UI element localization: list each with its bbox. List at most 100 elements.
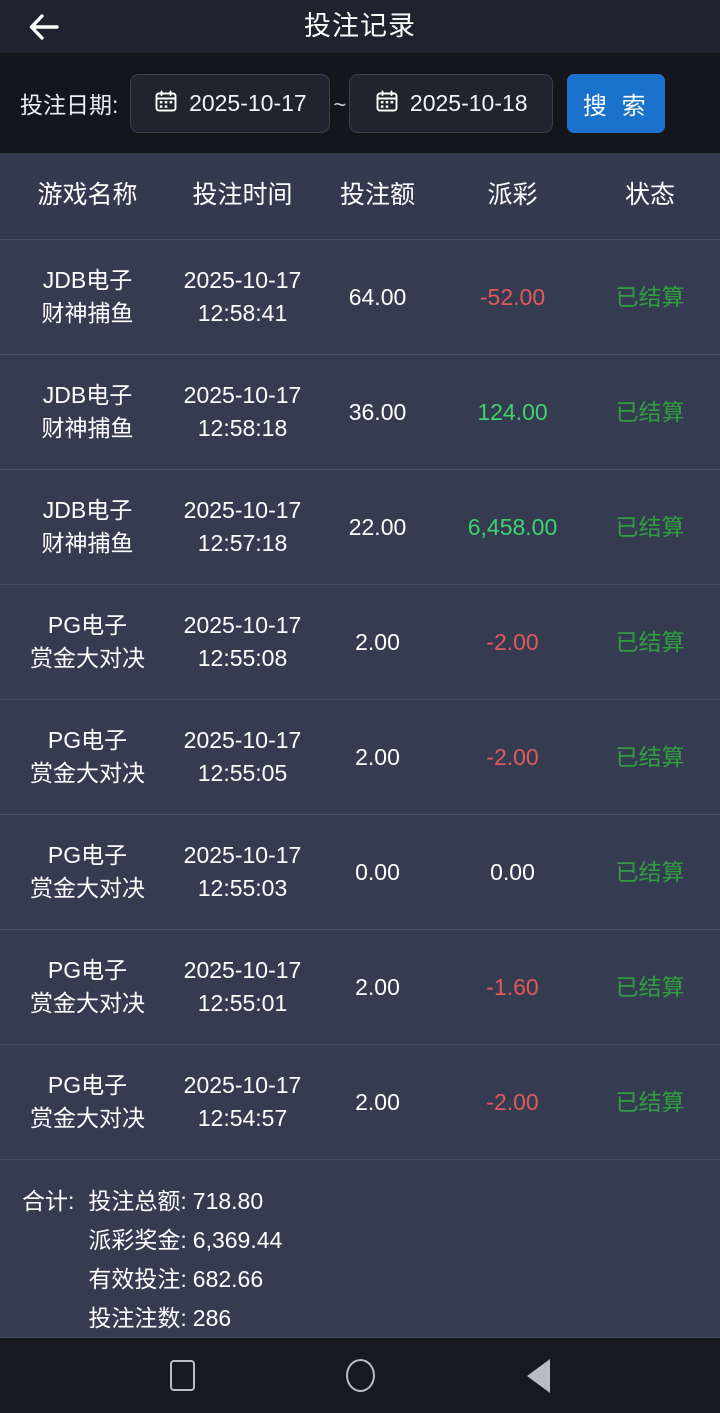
column-header-payout: 派彩	[487, 181, 538, 210]
cell-time-line-1: 2025-10-17	[183, 497, 302, 524]
page-title: 投注记录	[304, 11, 416, 41]
summary-item: 派彩奖金: 6,369.44	[88, 1221, 282, 1260]
table-row[interactable]: JDB电子 财神捕鱼 2025-10-17 12:58:41 64.00 -52.00 已结…	[0, 240, 720, 355]
cell-status-line-1: 已结算	[615, 973, 685, 1000]
cell-payout-line-1: -52.00	[479, 283, 546, 310]
cell-payout: -52.00	[445, 281, 580, 314]
date-filter-label: 投注日期:	[20, 92, 119, 118]
cell-time: 2025-10-17 12:55:05	[175, 724, 310, 789]
home-button[interactable]	[330, 1346, 390, 1406]
cell-status-line-1: 已结算	[615, 398, 685, 425]
table-row[interactable]: PG电子 赏金大对决 2025-10-17 12:55:05 2.00 -2.00 已结算	[0, 700, 720, 815]
cell-payout-line-1: -2.00	[486, 1088, 539, 1115]
cell-game-line-2: 赏金大对决	[30, 1105, 145, 1131]
table-row[interactable]: PG电子 赏金大对决 2025-10-17 12:55:01 2.00 -1.60 已结算	[0, 930, 720, 1045]
cell-time-line-2: 12:55:01	[197, 990, 288, 1016]
table-header-row: 游戏名称 投注时间 投注额 派彩 状态	[0, 153, 720, 240]
cell-time: 2025-10-17 12:55:03	[175, 839, 310, 904]
cell-time-line-1: 2025-10-17	[183, 267, 302, 294]
cell-game-line-2: 赏金大对决	[30, 990, 145, 1016]
cell-payout-line-1: 0.00	[490, 858, 535, 885]
cell-time: 2025-10-17 12:57:18	[175, 494, 310, 559]
summary-item-label: 有效投注:	[88, 1266, 187, 1292]
cell-status-line-1: 已结算	[615, 858, 685, 885]
cell-time-line-2: 12:58:18	[197, 415, 288, 441]
cell-status: 已结算	[580, 281, 720, 314]
back-button[interactable]	[16, 0, 74, 53]
records-table: 游戏名称 投注时间 投注额 派彩 状态 JDB电子 财神捕鱼 2025-10-17 1…	[0, 153, 720, 1337]
calendar-icon	[154, 89, 178, 118]
cell-game-line-1: PG电子	[47, 957, 128, 984]
cell-payout-line-1: -2.00	[486, 743, 539, 770]
recents-button[interactable]	[152, 1346, 212, 1406]
calendar-icon	[375, 89, 399, 118]
cell-status: 已结算	[580, 971, 720, 1004]
cell-time-line-2: 12:58:41	[197, 300, 288, 326]
cell-game-line-1: JDB电子	[42, 497, 133, 524]
cell-payout: -2.00	[445, 1086, 580, 1119]
table-row[interactable]: JDB电子 财神捕鱼 2025-10-17 12:58:18 36.00 124.00 已结…	[0, 355, 720, 470]
cell-game-line-2: 赏金大对决	[30, 875, 145, 901]
cell-game: PG电子 赏金大对决	[0, 724, 175, 789]
table-row[interactable]: PG电子 赏金大对决 2025-10-17 12:55:03 0.00 0.00 已结算	[0, 815, 720, 930]
cell-amount-line-1: 2.00	[355, 973, 400, 1000]
cell-game-line-2: 财神捕鱼	[41, 415, 134, 441]
android-navigation-bar	[0, 1337, 720, 1413]
cell-status: 已结算	[580, 741, 720, 774]
cell-amount-line-1: 2.00	[355, 628, 400, 655]
cell-payout: -2.00	[445, 741, 580, 774]
cell-payout: -1.60	[445, 971, 580, 1004]
summary-title: 合计:	[22, 1188, 75, 1214]
cell-time-line-2: 12:55:05	[197, 760, 288, 786]
cell-game-line-1: PG电子	[47, 1072, 128, 1099]
cell-game-line-1: JDB电子	[42, 382, 133, 409]
cell-time: 2025-10-17 12:58:18	[175, 379, 310, 444]
cell-status: 已结算	[580, 396, 720, 429]
cell-amount: 2.00	[310, 971, 445, 1004]
cell-time-line-1: 2025-10-17	[183, 612, 302, 639]
date-to-value: 2025-10-18	[409, 89, 528, 116]
date-range-separator: ~	[333, 92, 347, 117]
system-back-button[interactable]	[508, 1346, 568, 1406]
cell-game: JDB电子 财神捕鱼	[0, 494, 175, 559]
cell-game-line-1: PG电子	[47, 842, 128, 869]
table-body: JDB电子 财神捕鱼 2025-10-17 12:58:41 64.00 -52.00 已结…	[0, 240, 720, 1160]
cell-status-line-1: 已结算	[615, 283, 685, 310]
summary-section: 合计: 投注总额: 718.80 派彩奖金: 6,369.44 有效投注: 682.66 投…	[0, 1160, 720, 1337]
summary-item-value: 682.66	[192, 1266, 264, 1292]
cell-status-line-1: 已结算	[615, 1088, 685, 1115]
summary-item-label: 派彩奖金:	[88, 1227, 187, 1253]
column-header-game: 游戏名称	[37, 181, 138, 210]
filter-toolbar: 投注日期: 2025-10-17 ~	[0, 53, 720, 153]
cell-status-line-1: 已结算	[615, 628, 685, 655]
cell-payout-line-1: -1.60	[486, 973, 539, 1000]
cell-amount-line-1: 0.00	[355, 858, 400, 885]
cell-time: 2025-10-17 12:54:57	[175, 1069, 310, 1134]
table-row[interactable]: PG电子 赏金大对决 2025-10-17 12:54:57 2.00 -2.00 已结算	[0, 1045, 720, 1160]
column-header-time: 投注时间	[192, 181, 293, 210]
cell-game: PG电子赏金大对决	[0, 1069, 175, 1134]
cell-game-line-1: PG电子	[47, 612, 128, 639]
cell-game: PG电子赏金大对决	[0, 839, 175, 904]
cell-payout-line-1: 6,458.00	[467, 513, 558, 540]
date-to-input[interactable]: 2025-10-18	[349, 73, 554, 133]
search-button[interactable]: 搜 索	[567, 73, 666, 133]
cell-time-line-1: 2025-10-17	[183, 382, 302, 409]
cell-time-line-1: 2025-10-17	[183, 1072, 302, 1099]
cell-game: PG电子赏金大对决	[0, 954, 175, 1019]
summary-list: 投注总额: 718.80 派彩奖金: 6,369.44 有效投注: 682.66 投注注数:…	[88, 1182, 282, 1337]
table-row[interactable]: JDB电子 财神捕鱼 2025-10-17 12:57:18 22.00 6,458.00…	[0, 470, 720, 585]
cell-time: 2025-10-17 12:55:08	[175, 609, 310, 674]
cell-amount: 0.00	[310, 856, 445, 889]
summary-item: 有效投注: 682.66	[88, 1260, 282, 1299]
cell-payout-line-1: -2.00	[486, 628, 539, 655]
summary-item: 投注注数: 286	[88, 1299, 282, 1337]
title-bar: 投注记录	[0, 0, 720, 53]
summary-item-value: 286	[192, 1305, 232, 1331]
square-recents-icon	[169, 1360, 195, 1391]
table-row[interactable]: PG电子 赏金大对决 2025-10-17 12:55:08 2.00 -2.00 已结算	[0, 585, 720, 700]
date-from-input[interactable]: 2025-10-17	[130, 73, 331, 133]
cell-time-line-1: 2025-10-17	[183, 727, 302, 754]
cell-payout: 6,458.00	[445, 511, 580, 544]
cell-amount-line-1: 22.00	[348, 513, 407, 540]
